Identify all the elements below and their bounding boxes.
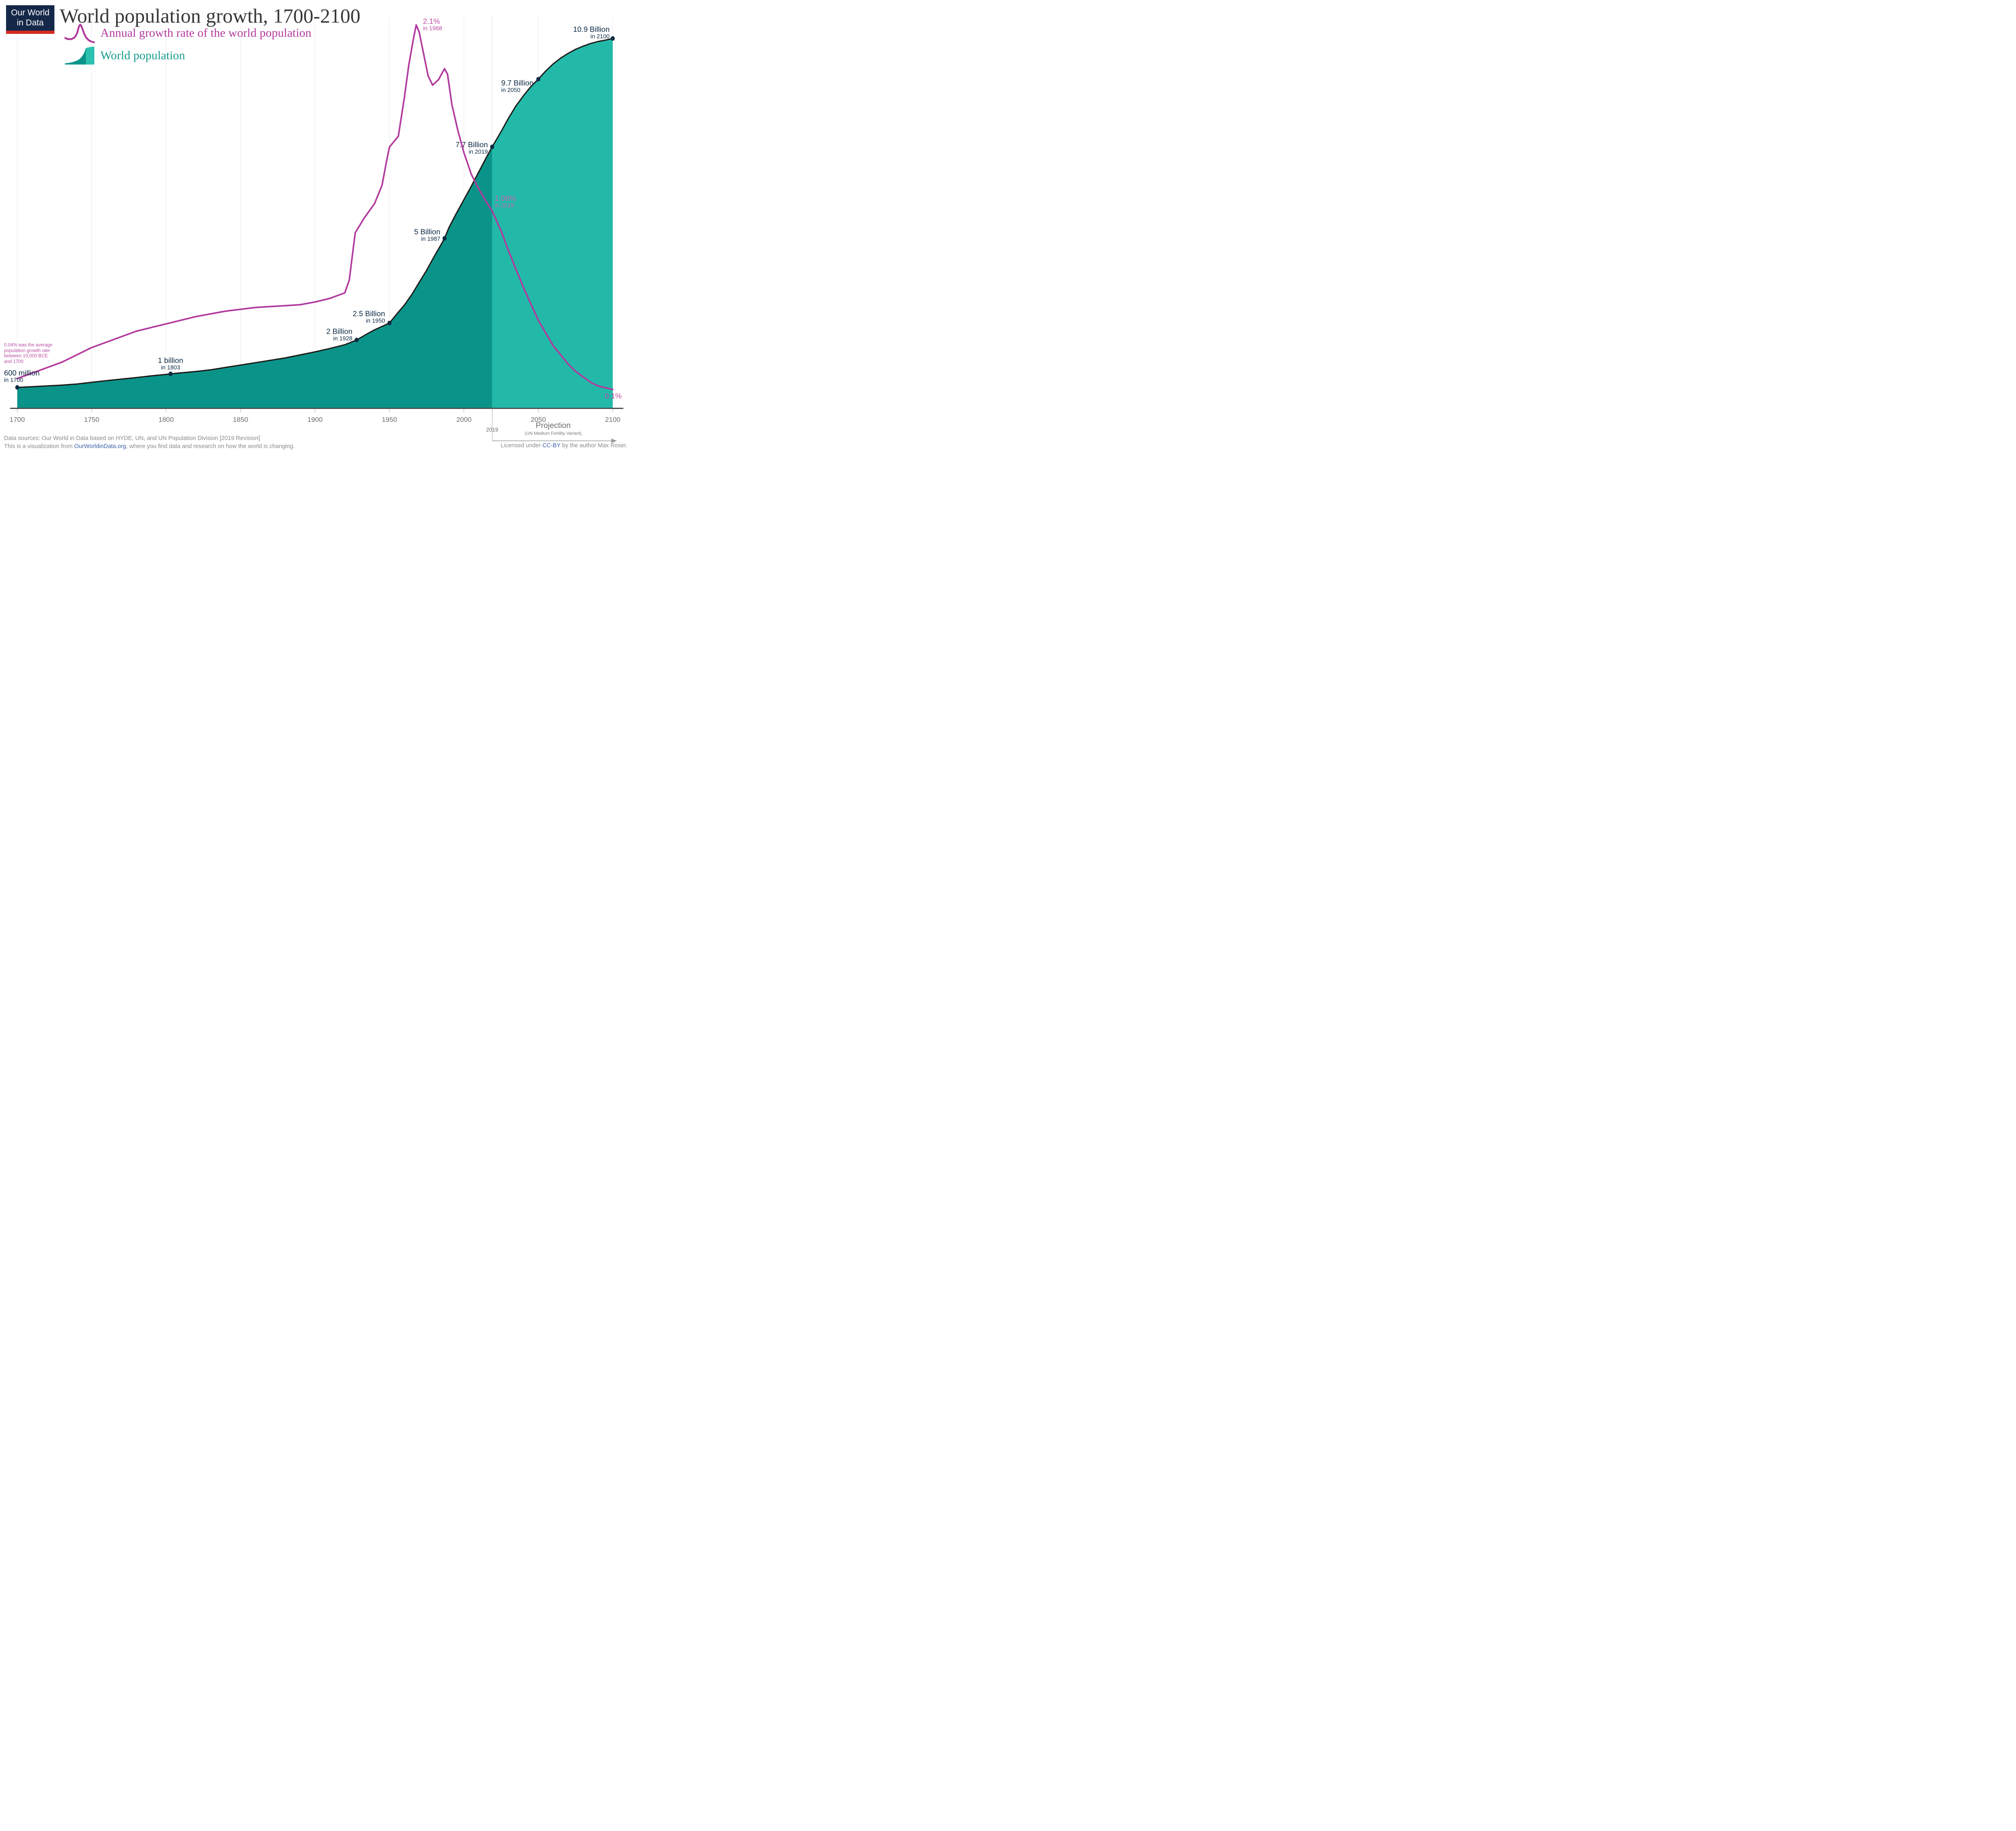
tick-label-1700: 1700 — [10, 416, 25, 423]
projection-label: Projection — [536, 421, 571, 430]
tick-label-2000: 2000 — [456, 416, 472, 423]
annotation-pop-1950: 2.5 Billion in 1950 — [352, 309, 385, 325]
milestone-dots — [15, 36, 615, 390]
annotation-pop-1950-line0: 2.5 Billion — [352, 309, 385, 318]
annotation-pop-1700-line0: 600 million — [4, 369, 40, 377]
owid-link[interactable]: OurWorldinData.org — [74, 443, 126, 450]
legend-item-world-population: World population — [65, 46, 185, 65]
projection-sub-label: (UN Medium Fertility Variant) — [525, 431, 582, 436]
owid-logo-line1: Our World — [11, 8, 50, 17]
tick-label-1850: 1850 — [233, 416, 248, 423]
annotation-pop-2019: 7.7 Billion in 2019 — [455, 140, 488, 156]
annotation-pop-1950-line1: in 1950 — [366, 318, 385, 325]
milestone-dot-1928 — [354, 338, 359, 342]
annotation-pop-2100-line1: in 2100 — [590, 33, 610, 40]
milestone-dot-1700 — [15, 385, 19, 390]
x-axis-ticks — [17, 409, 613, 413]
annotation-pop-1928: 2 Billion in 1928 — [326, 327, 352, 342]
milestone-dot-2100 — [610, 36, 615, 41]
tick-label-1950: 1950 — [382, 416, 397, 423]
population-area-historical — [17, 147, 492, 408]
growth-rate-line — [16, 24, 614, 390]
annotation-rate-2019: 1.08% in 2019 — [495, 194, 516, 209]
milestone-dot-1987 — [442, 236, 447, 241]
annotation-pop-1987: 5 Billion in 1987 — [414, 227, 440, 243]
annotation-pop-1803: 1 billion in 1803 — [158, 356, 183, 371]
projection-bracket: Projection(UN Medium Fertility Variant) — [492, 409, 617, 443]
footer-visualization-note: This is a visualization from OurWorldinD… — [4, 443, 295, 450]
owid-population-chart: 1700 1750 1800 1850 1900 1950 2000 2019 2050 2100… — [0, 0, 632, 451]
milestone-dot-2019 — [490, 144, 494, 149]
annotation-pop-2100: 10.9 Billion in 2100 — [573, 25, 610, 40]
tick-label-1750: 1750 — [84, 416, 100, 423]
annotation-rate-2019-line1: in 2019 — [495, 202, 514, 209]
annotation-pop-1700: 600 million in 1700 — [4, 369, 40, 384]
legend-label-growth-rate: Annual growth rate of the world populati… — [100, 26, 312, 40]
milestone-dot-1803 — [169, 371, 173, 376]
owid-logo-red-bar — [6, 30, 54, 34]
owid-logo-line2: in Data — [17, 18, 44, 27]
annotation-pop-1928-line0: 2 Billion — [326, 327, 352, 336]
tick-label-2050: 2050 — [531, 416, 546, 423]
growth-rate-line-icon — [65, 23, 95, 44]
annotation-pop-2050: 9.7 Billion in 2050 — [501, 79, 533, 94]
annotation-rate-peak: 2.1% in 1968 — [423, 17, 442, 32]
projection-arrowhead — [611, 438, 617, 443]
footer-data-sources: Data sources: Our World in Data based on… — [4, 435, 260, 442]
tick-label-1800: 1800 — [158, 416, 174, 423]
owid-logo: Our World in Data — [6, 5, 54, 34]
annotation-rate-historical-line2: between 10,000 BCE — [4, 354, 48, 359]
annotation-rate-historical-line0: 0.04% was the average — [4, 343, 53, 348]
cc-by-link[interactable]: CC-BY — [542, 442, 560, 449]
tick-label-1900: 1900 — [307, 416, 323, 423]
annotation-pop-2100-line0: 10.9 Billion — [573, 25, 610, 33]
annotation-pop-1803-line1: in 1803 — [161, 365, 180, 371]
legend-item-growth-rate: Annual growth rate of the world populati… — [65, 23, 311, 44]
annotation-rate-historical-line3: and 1700 — [4, 359, 23, 364]
annotation-pop-1987-line0: 5 Billion — [414, 227, 440, 236]
annotation-rate-2100: 0.1% — [605, 392, 622, 400]
annotation-pop-1987-line1: in 1987 — [421, 236, 440, 243]
annotation-rate-peak-line1: in 1968 — [423, 25, 442, 32]
annotation-rate-historical-line1: population growth rate — [4, 348, 50, 353]
population-area-projection — [492, 38, 613, 408]
annotation-pop-1803-line0: 1 billion — [158, 356, 183, 365]
annotation-rate-peak-line0: 2.1% — [423, 17, 440, 25]
world-population-area-icon — [65, 46, 94, 65]
annotation-pop-2019-line1: in 2019 — [469, 149, 488, 156]
tick-label-2100: 2100 — [605, 416, 621, 423]
milestone-dot-1950 — [387, 321, 392, 325]
annotation-pop-2050-line1: in 2050 — [501, 87, 521, 94]
annotation-pop-2019-line0: 7.7 Billion — [455, 140, 488, 149]
legend-label-world-population: World population — [100, 49, 185, 62]
annotation-rate-2100-line0: 0.1% — [604, 392, 622, 400]
page-title: World population growth, 1700-2100 — [60, 4, 360, 27]
footer-source: Data sources: Our World in Data based on… — [4, 435, 295, 450]
annotation-pop-1700-line1: in 1700 — [4, 377, 23, 384]
annotation-rate-historical: 0.04% was the average population growth r… — [4, 343, 52, 365]
annotation-pop-1928-line1: in 1928 — [333, 336, 352, 342]
footer-license: Licensed under CC-BY by the author Max R… — [500, 442, 627, 449]
annotation-pop-2050-line0: 9.7 Billion — [501, 79, 534, 87]
milestone-dot-2050 — [536, 77, 541, 81]
annotation-rate-2019-line0: 1.08% — [495, 194, 516, 202]
owid-logo-box: Our World in Data — [6, 5, 54, 31]
